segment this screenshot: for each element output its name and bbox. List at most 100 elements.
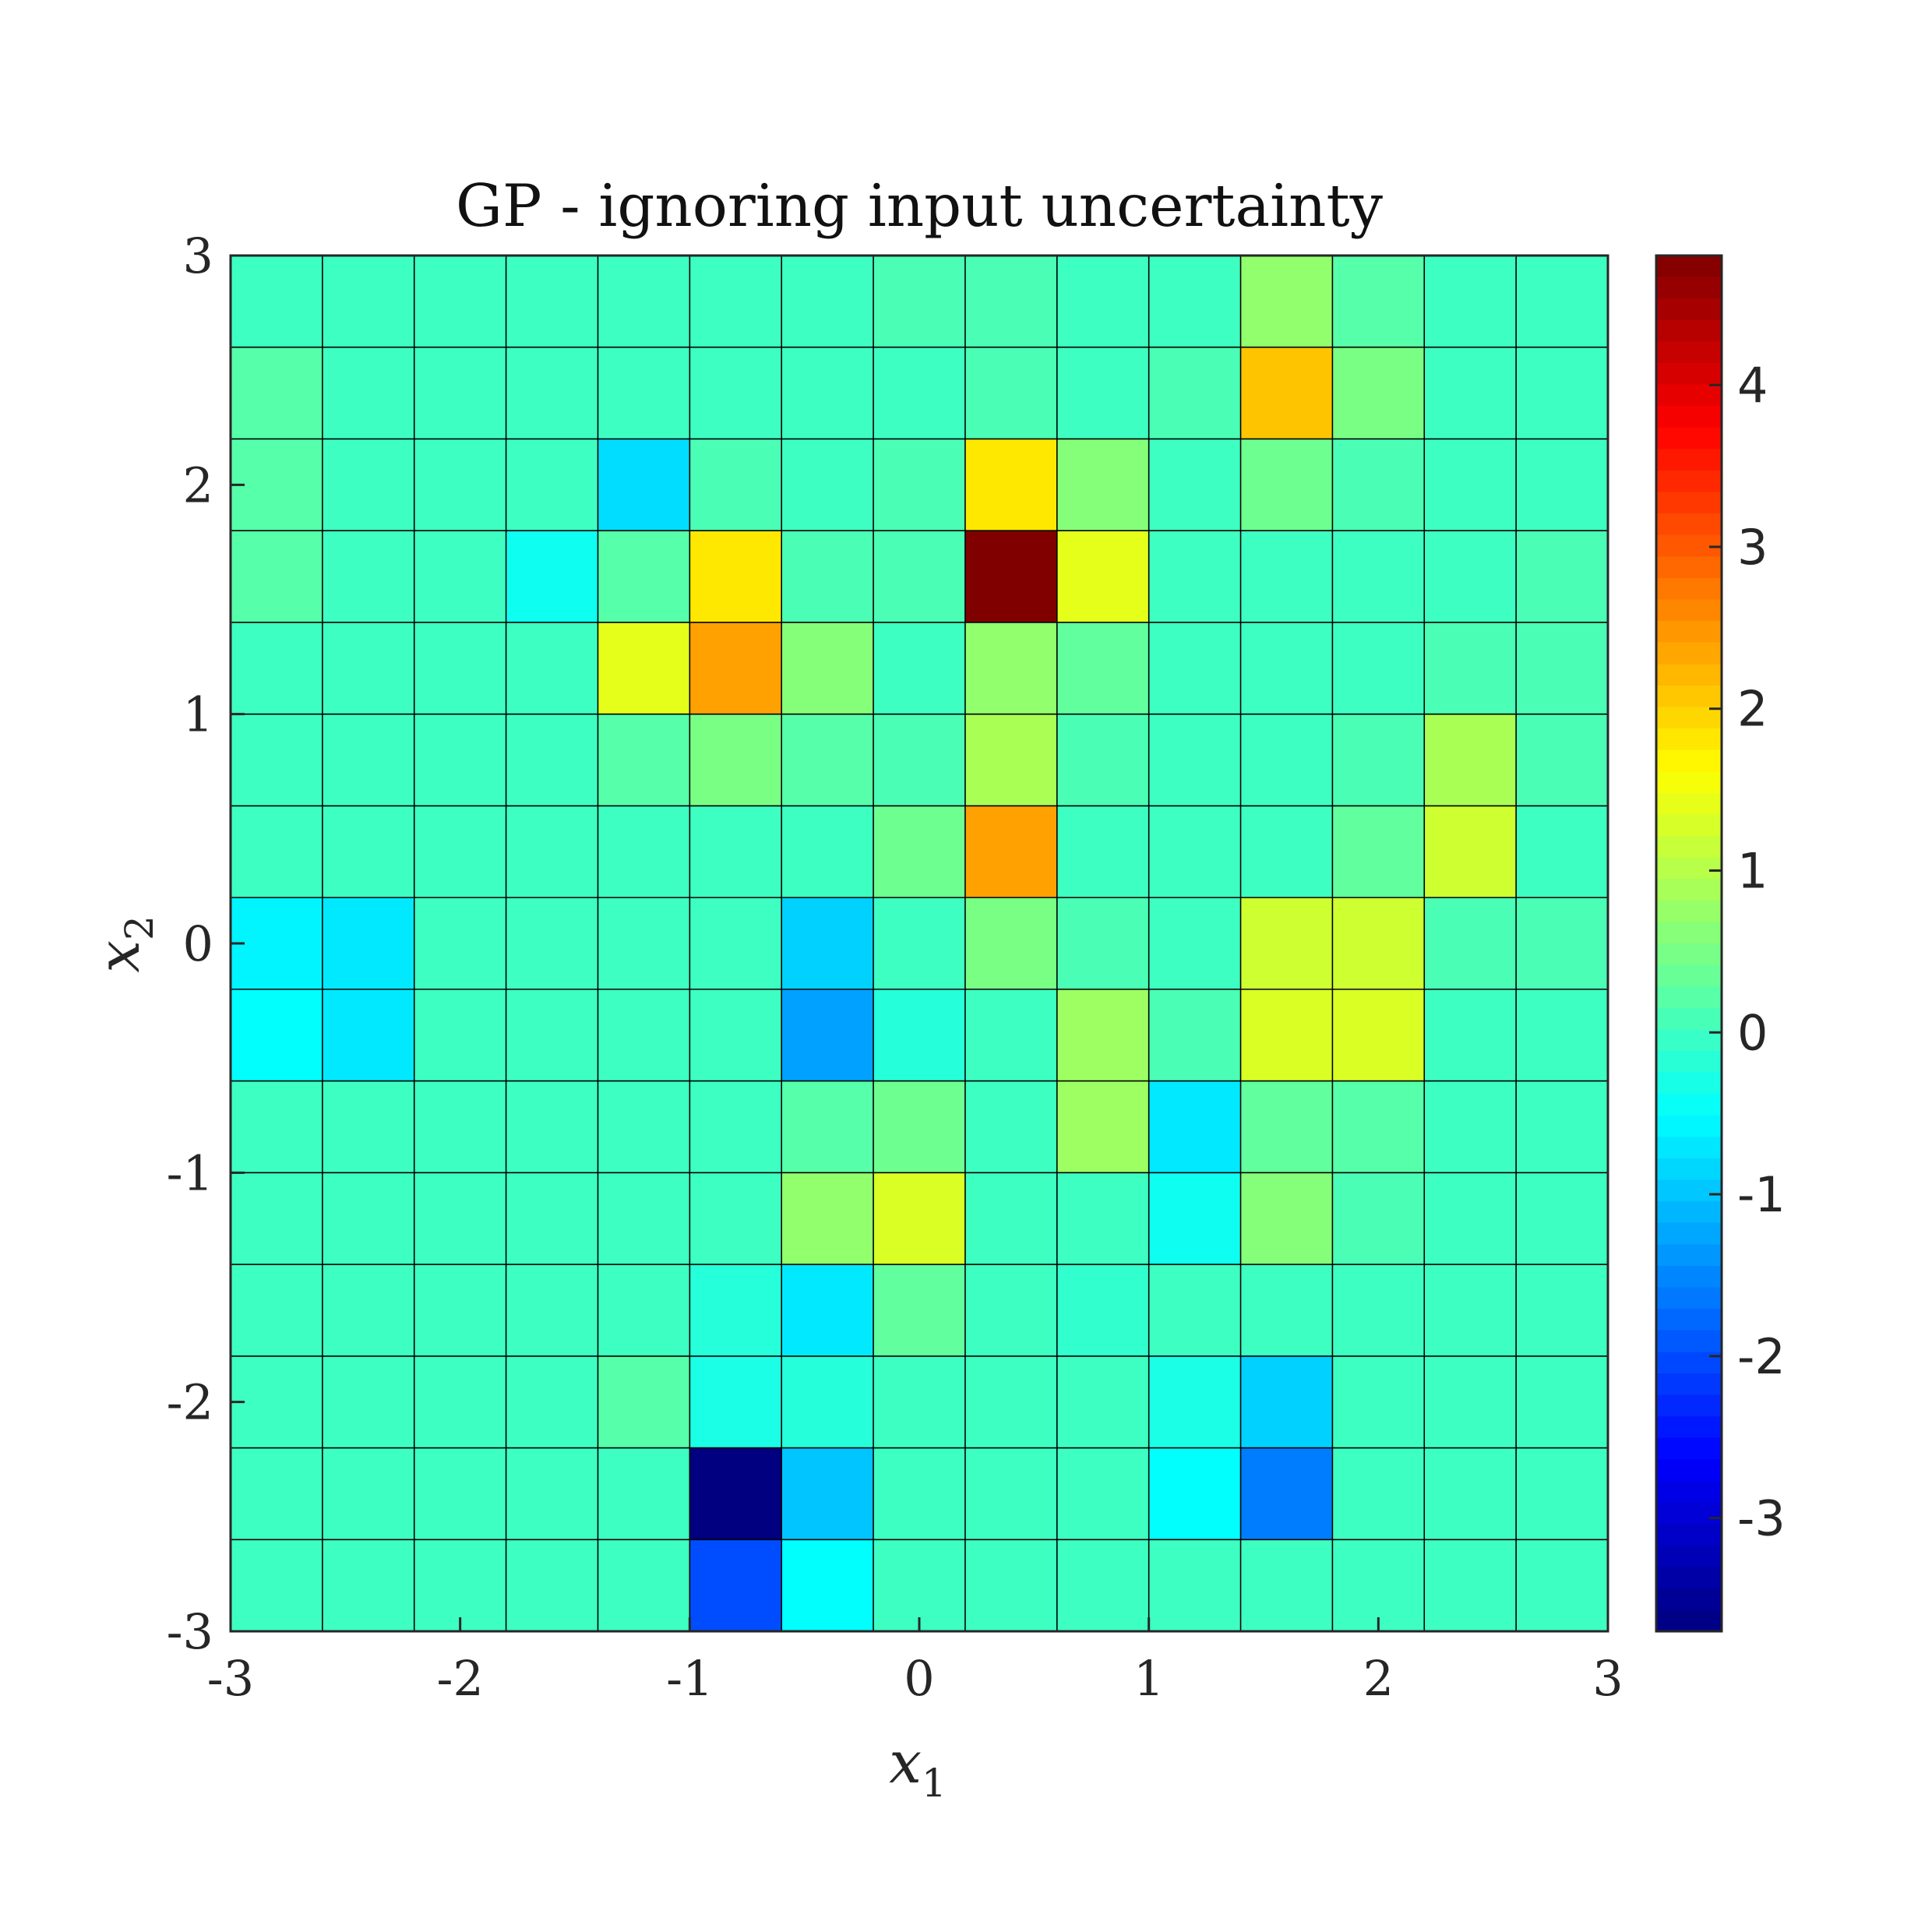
heatmap-cell (506, 1356, 598, 1448)
heatmap-cell (1148, 714, 1241, 806)
heatmap-cell (1332, 439, 1425, 531)
heatmap-cell (414, 806, 506, 898)
heatmap-cell (1240, 806, 1333, 898)
heatmap-cell (322, 256, 414, 347)
heatmap-cell (1424, 1172, 1517, 1265)
y-tick-label: 0 (183, 915, 213, 972)
heatmap-cell (322, 439, 414, 531)
heatmap-cell (506, 714, 598, 806)
heatmap-cell (322, 1447, 414, 1540)
heatmap-cell (1240, 1172, 1333, 1265)
heatmap-cell (414, 714, 506, 806)
heatmap-cell (873, 1539, 965, 1631)
y-axis-label: x2 (86, 915, 162, 973)
heatmap-cell (689, 1356, 782, 1448)
colorbar-frame (1655, 254, 1723, 1633)
heatmap-cell (1516, 1356, 1608, 1448)
heatmap-cell (964, 897, 1057, 989)
heatmap-cell (781, 1172, 874, 1265)
heatmap-cell (322, 806, 414, 898)
heatmap-cell (1148, 622, 1241, 714)
colorbar-tick-label: -2 (1737, 1328, 1786, 1385)
heatmap-cell (873, 622, 965, 714)
heatmap-cell (781, 1447, 874, 1540)
heatmap-cell (1240, 347, 1333, 439)
heatmap-cell (689, 1447, 782, 1540)
heatmap-cell (1424, 1356, 1517, 1448)
heatmap-cell (1240, 1539, 1333, 1631)
heatmap-cell (231, 256, 323, 347)
colorbar-tick-label: 2 (1737, 681, 1768, 738)
heatmap-cell (1424, 531, 1517, 622)
heatmap-cell (322, 1539, 414, 1631)
heatmap-cell (1424, 256, 1517, 347)
heatmap-cell (1424, 347, 1517, 439)
heatmap-cell (1424, 1264, 1517, 1356)
heatmap-cell (598, 897, 690, 989)
heatmap-cell (689, 714, 782, 806)
heatmap-cell (964, 714, 1057, 806)
heatmap-cell (1332, 1539, 1425, 1631)
heatmap-cell (873, 806, 965, 898)
heatmap-cell (414, 439, 506, 531)
heatmap-cell (689, 1081, 782, 1173)
heatmap-cell (1056, 347, 1149, 439)
heatmap-cell (1148, 1081, 1241, 1173)
heatmap-cell (1516, 1539, 1608, 1631)
heatmap-cell (964, 439, 1057, 531)
heatmap-cell (1056, 439, 1149, 531)
heatmap-cell (506, 1172, 598, 1265)
heatmap-cell (506, 1264, 598, 1356)
heatmap-cell (322, 989, 414, 1081)
heatmap-cell (1424, 1539, 1517, 1631)
heatmap-cell (781, 1539, 874, 1631)
heatmap-cell (414, 347, 506, 439)
heatmap-cell (506, 256, 598, 347)
heatmap-cell (873, 897, 965, 989)
heatmap-cell (1332, 1447, 1425, 1540)
x-tick-label: 1 (1133, 1650, 1164, 1707)
heatmap-cell (873, 1356, 965, 1448)
heatmap-cell (598, 1539, 690, 1631)
heatmap-cell (873, 1447, 965, 1540)
heatmap-cell (322, 897, 414, 989)
heatmap-cell (322, 531, 414, 622)
heatmap-cell (506, 439, 598, 531)
heatmap-cell (1056, 1264, 1149, 1356)
heatmap-cell (598, 439, 690, 531)
heatmap-cell (414, 1356, 506, 1448)
heatmap-cell (1240, 897, 1333, 989)
heatmap-cell (231, 1539, 323, 1631)
colorbar-gradient (1656, 256, 1722, 1631)
heatmap-cell (1516, 256, 1608, 347)
heatmap-cells (231, 256, 1608, 1631)
heatmap-cell (689, 1539, 782, 1631)
heatmap-cell (781, 622, 874, 714)
heatmap-cell (1424, 439, 1517, 531)
heatmap-cell (873, 439, 965, 531)
heatmap-cell (781, 256, 874, 347)
heatmap-cell (598, 1264, 690, 1356)
heatmap-cell (231, 714, 323, 806)
heatmap-cell (689, 1264, 782, 1356)
heatmap-cell (873, 1264, 965, 1356)
heatmap-cell (1056, 622, 1149, 714)
heatmap-cell (322, 714, 414, 806)
heatmap-cell (1240, 531, 1333, 622)
heatmap-cell (1516, 347, 1608, 439)
heatmap-cell (1240, 714, 1333, 806)
heatmap-cell (506, 897, 598, 989)
chart-title: GP - ignoring input uncertainty (456, 171, 1384, 240)
heatmap-cell (1424, 989, 1517, 1081)
heatmap-cell (506, 1447, 598, 1540)
heatmap-cell (414, 1081, 506, 1173)
heatmap-cell (1056, 1172, 1149, 1265)
heatmap-cell (781, 439, 874, 531)
heatmap-cell (1148, 1172, 1241, 1265)
heatmap-cell (1516, 1172, 1608, 1265)
heatmap-cell (1516, 622, 1608, 714)
heatmap-cell (873, 1081, 965, 1173)
heatmap-cell (598, 806, 690, 898)
x-axis-label-subscript: 1 (922, 1761, 947, 1806)
heatmap-cell (1332, 897, 1425, 989)
